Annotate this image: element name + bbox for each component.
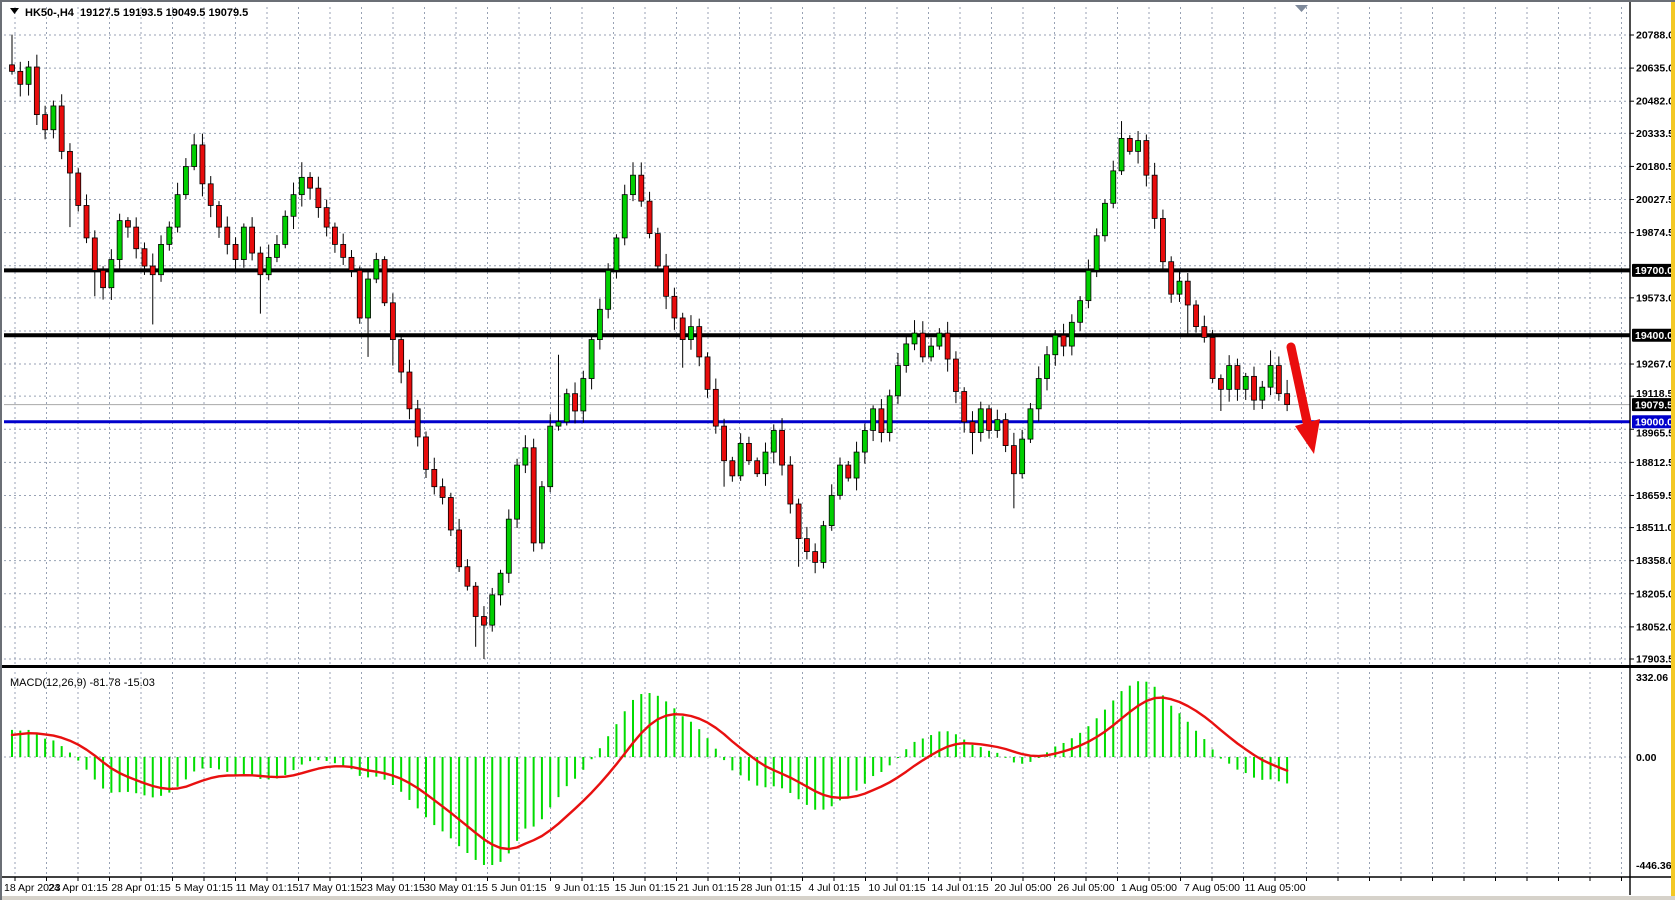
svg-text:26 Jul 05:00: 26 Jul 05:00 <box>1057 882 1114 894</box>
window-edge-right <box>1671 2 1675 896</box>
symbol-info: HK50-,H4 19127.5 19193.5 19049.5 19079.5 <box>25 7 248 19</box>
svg-text:17903.5: 17903.5 <box>1636 654 1674 666</box>
svg-text:18511.0: 18511.0 <box>1636 522 1674 534</box>
svg-text:18052.0: 18052.0 <box>1636 621 1674 633</box>
chart-shift-marker-icon <box>1295 5 1308 12</box>
svg-text:7 Aug 05:00: 7 Aug 05:00 <box>1184 882 1240 894</box>
svg-text:19700.0: 19700.0 <box>1635 265 1673 277</box>
svg-text:24 Apr 01:15: 24 Apr 01:15 <box>48 882 108 894</box>
svg-text:11 May 01:15: 11 May 01:15 <box>236 882 299 894</box>
level-lines-layer <box>4 268 1630 424</box>
svg-text:18965.5: 18965.5 <box>1636 427 1674 439</box>
svg-text:20180.5: 20180.5 <box>1636 161 1674 173</box>
svg-text:21 Jun 01:15: 21 Jun 01:15 <box>678 882 739 894</box>
svg-text:18812.5: 18812.5 <box>1636 457 1674 469</box>
svg-text:20333.5: 20333.5 <box>1636 128 1674 140</box>
svg-text:18358.0: 18358.0 <box>1636 555 1674 567</box>
grid-layer <box>4 7 1630 877</box>
macd-axis-min: -446.36 <box>1636 860 1672 872</box>
window-edge-bottom <box>2 896 1675 900</box>
svg-text:9 Jun 01:15: 9 Jun 01:15 <box>555 882 610 894</box>
svg-text:28 Jun 01:15: 28 Jun 01:15 <box>741 882 802 894</box>
svg-text:19118.5: 19118.5 <box>1636 388 1674 400</box>
svg-text:19400.0: 19400.0 <box>1635 330 1673 342</box>
svg-text:1 Aug 05:00: 1 Aug 05:00 <box>1121 882 1177 894</box>
svg-text:18205.0: 18205.0 <box>1636 588 1674 600</box>
svg-text:28 Apr 01:15: 28 Apr 01:15 <box>111 882 171 894</box>
svg-text:20 Jul 05:00: 20 Jul 05:00 <box>994 882 1051 894</box>
svg-text:19079.5: 19079.5 <box>1635 399 1673 411</box>
price-axis[interactable]: 20788.0 20635.0 20482.0 20333.5 20180.5 20027… <box>1630 30 1674 666</box>
macd-label: MACD(12,26,9) -81.78 -15.03 <box>10 677 155 689</box>
svg-text:20788.0: 20788.0 <box>1636 30 1674 42</box>
svg-text:20635.0: 20635.0 <box>1636 63 1674 75</box>
svg-text:5 May 01:15: 5 May 01:15 <box>175 882 233 894</box>
svg-text:20482.0: 20482.0 <box>1636 96 1674 108</box>
svg-text:4 Jul 01:15: 4 Jul 01:15 <box>808 882 860 894</box>
svg-text:19573.0: 19573.0 <box>1636 292 1674 304</box>
svg-text:18 Apr 2023: 18 Apr 2023 <box>4 882 61 894</box>
svg-text:20027.5: 20027.5 <box>1636 194 1674 206</box>
macd-indicator-layer <box>10 681 1289 865</box>
macd-axis-max: 332.06 <box>1636 672 1668 684</box>
svg-text:10 Jul 01:15: 10 Jul 01:15 <box>868 882 925 894</box>
svg-text:18659.5: 18659.5 <box>1636 490 1674 502</box>
svg-text:11 Aug 05:00: 11 Aug 05:00 <box>1244 882 1305 894</box>
svg-text:19874.5: 19874.5 <box>1636 227 1674 239</box>
svg-text:30 May 01:15: 30 May 01:15 <box>424 882 488 894</box>
svg-text:14 Jul 01:15: 14 Jul 01:15 <box>931 882 988 894</box>
svg-text:19000.0: 19000.0 <box>1635 417 1673 429</box>
symbol-dropdown-icon[interactable] <box>10 8 19 14</box>
svg-text:15 Jun 01:15: 15 Jun 01:15 <box>615 882 676 894</box>
svg-text:17 May 01:15: 17 May 01:15 <box>298 882 362 894</box>
trend-arrow-annotation[interactable] <box>1286 342 1320 454</box>
svg-text:19267.0: 19267.0 <box>1636 359 1674 371</box>
svg-text:5 Jun 01:15: 5 Jun 01:15 <box>492 882 547 894</box>
svg-text:23 May 01:15: 23 May 01:15 <box>361 882 425 894</box>
candles-layer <box>9 34 1291 659</box>
macd-axis-zero: 0.00 <box>1636 752 1657 764</box>
